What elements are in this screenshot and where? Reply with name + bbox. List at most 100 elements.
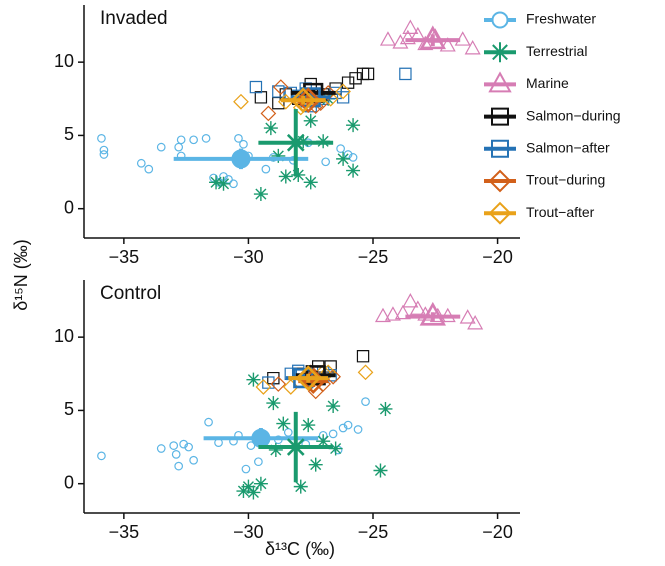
data-point	[254, 91, 268, 104]
data-point	[349, 72, 362, 85]
data-point	[384, 306, 401, 321]
data-point	[357, 364, 374, 381]
data-point	[260, 105, 277, 122]
legend-marker	[488, 169, 512, 193]
data-point	[336, 144, 345, 153]
data-point	[270, 376, 287, 392]
data-point	[201, 134, 211, 143]
data-point	[328, 441, 343, 456]
data-point	[219, 172, 228, 181]
data-point	[209, 175, 224, 190]
data-point	[402, 19, 419, 34]
data-point	[209, 173, 218, 183]
mean-marker	[295, 365, 322, 392]
data-point	[204, 417, 213, 427]
data-point	[246, 441, 256, 450]
data-point	[241, 479, 256, 494]
data-point	[176, 135, 186, 145]
data-point	[171, 450, 181, 459]
data-point	[402, 293, 419, 308]
legend-label: Salmon−during	[526, 107, 621, 123]
data-point	[97, 134, 106, 143]
data-point	[179, 439, 189, 449]
data-point	[346, 118, 361, 133]
data-point	[361, 397, 370, 406]
legend-label: Trout−during	[526, 172, 605, 188]
mean-marker	[295, 87, 322, 114]
data-point	[262, 376, 275, 389]
data-point	[174, 142, 184, 152]
data-point	[346, 163, 361, 178]
data-point	[320, 85, 337, 101]
data-point	[356, 67, 370, 81]
x-tick-label: −35	[109, 247, 140, 267]
data-point	[263, 121, 278, 136]
data-point	[283, 428, 293, 437]
data-point	[336, 91, 350, 104]
data-point	[399, 29, 416, 45]
y-tick-label: 10	[54, 326, 74, 346]
legend-marker	[488, 71, 512, 93]
data-point	[464, 40, 481, 55]
mean-marker	[231, 149, 251, 169]
data-point	[293, 479, 308, 494]
panel-title: Invaded	[100, 8, 168, 29]
panel-title: Control	[100, 283, 161, 304]
data-point	[361, 67, 375, 81]
x-tick-label: −25	[358, 247, 389, 267]
mean-marker	[290, 87, 317, 114]
data-point	[271, 148, 286, 163]
legend-marker	[491, 107, 509, 126]
data-point	[373, 463, 388, 478]
legend-marker	[488, 201, 512, 225]
x-tick-label: −30	[233, 247, 264, 267]
data-point	[239, 139, 248, 149]
data-point	[291, 167, 306, 182]
x-tick-label: −35	[109, 522, 140, 542]
data-point	[253, 476, 268, 491]
data-point	[303, 113, 318, 128]
data-point	[301, 418, 316, 433]
data-point	[189, 135, 198, 145]
data-point	[267, 371, 280, 385]
data-point	[99, 150, 109, 159]
data-point	[394, 304, 411, 320]
y-tick-label: 5	[64, 124, 74, 144]
data-point	[417, 35, 434, 51]
data-point	[241, 464, 251, 474]
x-tick-label: −30	[233, 522, 264, 542]
x-tick-label: −20	[482, 247, 513, 267]
data-point	[328, 429, 338, 439]
data-point	[399, 67, 412, 81]
data-point	[253, 187, 268, 202]
x-tick-label: −25	[358, 522, 389, 542]
y-tick-label: 5	[64, 399, 74, 419]
data-point	[409, 300, 426, 315]
data-point	[356, 350, 370, 363]
data-point	[169, 441, 179, 450]
data-point	[246, 485, 261, 500]
data-point	[348, 153, 358, 162]
data-point	[184, 442, 193, 452]
data-point	[144, 164, 154, 174]
y-tick-label: 0	[64, 472, 74, 492]
y-tick-label: 10	[54, 51, 74, 71]
data-point	[336, 151, 351, 166]
legend-label: Terrestrial	[526, 43, 587, 59]
data-point	[379, 31, 396, 46]
data-point	[136, 158, 146, 168]
data-point	[234, 134, 243, 143]
mean-marker	[284, 436, 307, 459]
data-point	[343, 420, 353, 430]
x-axis-label: δ¹³C (‰)	[265, 539, 335, 559]
data-point	[378, 401, 393, 416]
legend-marker	[491, 11, 509, 29]
data-point	[321, 157, 331, 167]
data-point	[338, 423, 348, 433]
data-point	[459, 309, 476, 324]
legend-label: Freshwater	[526, 11, 596, 27]
mean-marker	[419, 25, 447, 50]
legend-label: Trout−after	[526, 204, 595, 220]
data-point	[278, 169, 293, 184]
x-tick-label: −20	[482, 522, 513, 542]
